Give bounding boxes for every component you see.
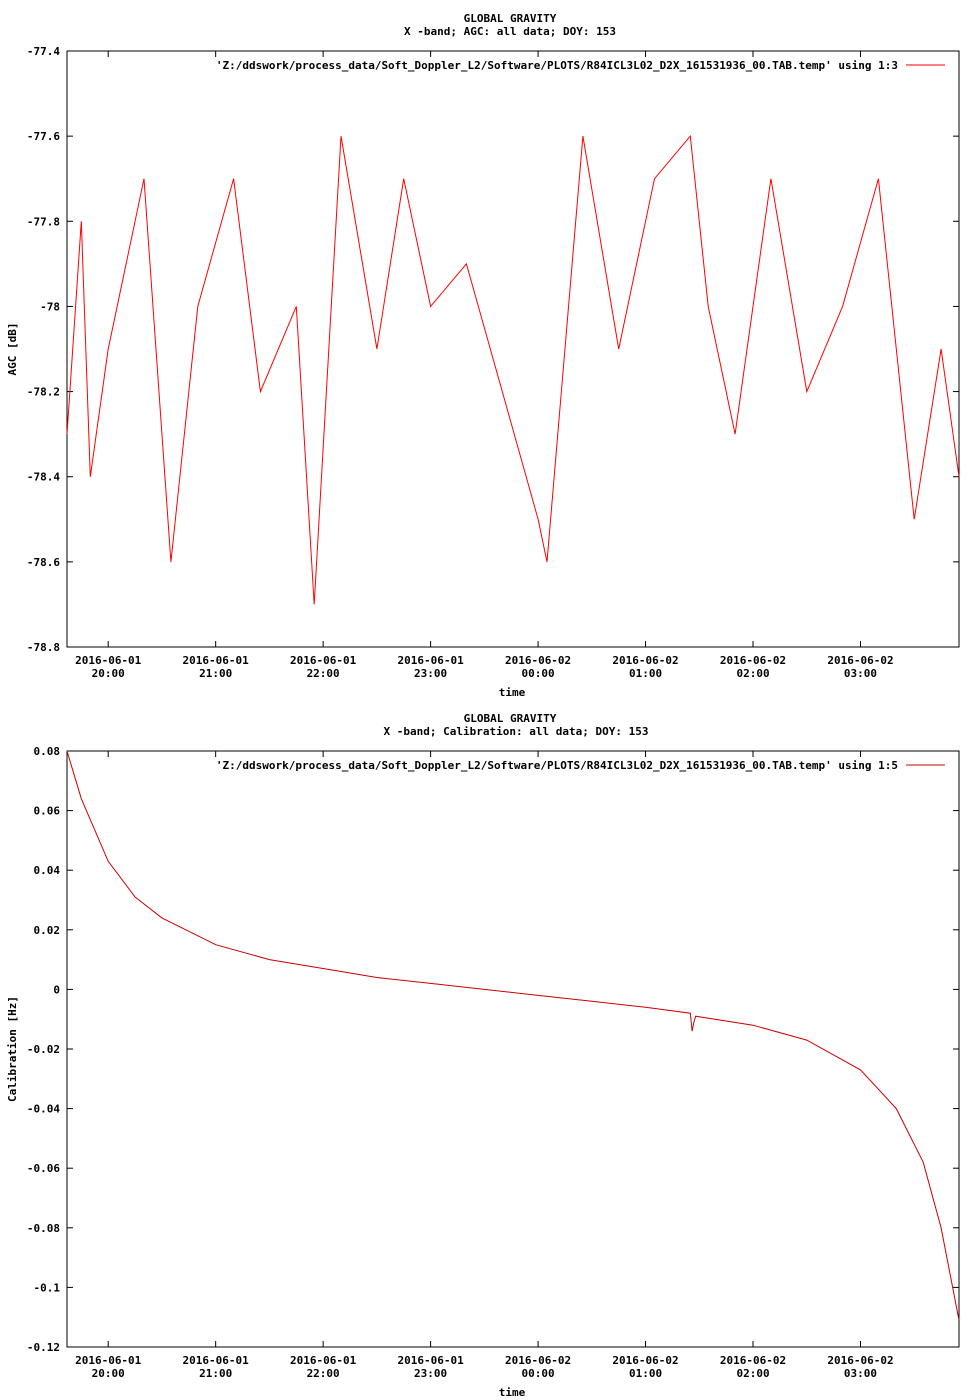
calibration-y-tick-label: 0.08 bbox=[34, 745, 61, 758]
calibration-x-tick-time: 22:00 bbox=[307, 1367, 340, 1380]
calibration-y-tick-label: 0.02 bbox=[34, 924, 61, 937]
agc-series-line bbox=[66, 134, 960, 605]
calibration-x-tick-time: 02:00 bbox=[736, 1367, 769, 1380]
calibration-y-tick-label: 0 bbox=[53, 983, 60, 996]
calibration-x-tick-time: 23:00 bbox=[414, 1367, 447, 1380]
agc-y-tick-label: -78.8 bbox=[27, 641, 60, 654]
agc-y-tick-label: -77.6 bbox=[27, 130, 60, 143]
calibration-chart-subtitle: X -band; Calibration: all data; DOY: 153 bbox=[384, 725, 649, 738]
agc-x-axis-label: time bbox=[499, 686, 526, 699]
calibration-x-tick-date: 2016-06-01 bbox=[397, 1354, 464, 1367]
calibration-x-tick-date: 2016-06-01 bbox=[183, 1354, 250, 1367]
calibration-legend-label: 'Z:/ddswork/process_data/Soft_Doppler_L2… bbox=[216, 759, 898, 772]
agc-x-tick-time: 00:00 bbox=[522, 667, 555, 680]
calibration-x-tick-date: 2016-06-02 bbox=[827, 1354, 893, 1367]
agc-x-tick-date: 2016-06-01 bbox=[290, 654, 357, 667]
agc-y-tick-label: -78 bbox=[40, 300, 60, 313]
calibration-x-tick-time: 03:00 bbox=[844, 1367, 877, 1380]
calibration-x-tick-time: 00:00 bbox=[522, 1367, 555, 1380]
calibration-y-tick-label: -0.04 bbox=[27, 1103, 60, 1116]
agc-y-tick-label: -77.4 bbox=[27, 45, 60, 58]
calibration-x-tick-date: 2016-06-01 bbox=[290, 1354, 357, 1367]
agc-y-tick-label: -78.4 bbox=[27, 471, 60, 484]
calibration-y-axis: 0.08 0.06 0.04 0.02 0 -0.02 -0.04 -0.06 -0.08 -0.… bbox=[27, 745, 959, 1354]
calibration-series bbox=[66, 750, 960, 1321]
agc-x-tick-date: 2016-06-02 bbox=[505, 654, 571, 667]
calibration-y-tick-label: 0.04 bbox=[34, 864, 61, 877]
agc-x-axis: 2016-06-0120:002016-06-0121:002016-06-01… bbox=[75, 51, 894, 680]
calibration-chart-title: GLOBAL GRAVITY bbox=[464, 712, 557, 725]
calibration-y-tick-label: -0.1 bbox=[34, 1281, 61, 1294]
agc-x-tick-date: 2016-06-01 bbox=[183, 654, 250, 667]
agc-x-tick-time: 23:00 bbox=[414, 667, 447, 680]
agc-y-axis: -77.4 -77.6 -77.8 -78 -78.2 -78.4 -78.6 -78.8 bbox=[27, 45, 959, 654]
calibration-x-axis: 2016-06-0120:002016-06-0121:002016-06-01… bbox=[75, 751, 894, 1380]
calibration-y-tick-label: -0.06 bbox=[27, 1162, 60, 1175]
agc-y-tick-label: -77.8 bbox=[27, 215, 60, 228]
agc-x-tick-time: 03:00 bbox=[844, 667, 877, 680]
calibration-series-line bbox=[66, 750, 960, 1321]
agc-y-tick-label: -78.2 bbox=[27, 386, 60, 399]
calibration-y-tick-label: -0.08 bbox=[27, 1222, 60, 1235]
calibration-x-tick-time: 21:00 bbox=[199, 1367, 232, 1380]
agc-y-tick-label: -78.6 bbox=[27, 556, 60, 569]
calibration-x-tick-time: 01:00 bbox=[629, 1367, 662, 1380]
agc-x-tick-time: 20:00 bbox=[92, 667, 125, 680]
agc-chart-title: GLOBAL GRAVITY bbox=[464, 12, 557, 25]
agc-legend-label: 'Z:/ddswork/process_data/Soft_Doppler_L2… bbox=[216, 59, 898, 72]
agc-x-tick-date: 2016-06-01 bbox=[75, 654, 142, 667]
agc-plot-frame bbox=[66, 50, 960, 648]
calibration-x-tick-date: 2016-06-02 bbox=[505, 1354, 571, 1367]
calibration-chart: GLOBAL GRAVITY X -band; Calibration: all… bbox=[6, 712, 960, 1399]
calibration-x-tick-time: 20:00 bbox=[92, 1367, 125, 1380]
agc-x-tick-time: 01:00 bbox=[629, 667, 662, 680]
calibration-y-tick-label: -0.02 bbox=[27, 1043, 60, 1056]
calibration-x-axis-label: time bbox=[499, 1386, 526, 1399]
agc-x-tick-time: 02:00 bbox=[736, 667, 769, 680]
agc-x-tick-date: 2016-06-02 bbox=[612, 654, 678, 667]
agc-series bbox=[66, 134, 960, 605]
agc-x-tick-date: 2016-06-01 bbox=[397, 654, 464, 667]
calibration-y-axis-label: Calibration [Hz] bbox=[6, 996, 19, 1102]
agc-x-tick-time: 21:00 bbox=[199, 667, 232, 680]
agc-x-tick-date: 2016-06-02 bbox=[720, 654, 786, 667]
agc-y-axis-label: AGC [dB] bbox=[6, 323, 19, 376]
agc-x-tick-time: 22:00 bbox=[307, 667, 340, 680]
agc-chart: GLOBAL GRAVITY X -band; AGC: all data; D… bbox=[6, 12, 960, 699]
calibration-x-tick-date: 2016-06-02 bbox=[720, 1354, 786, 1367]
calibration-plot-frame bbox=[66, 750, 960, 1348]
calibration-x-tick-date: 2016-06-01 bbox=[75, 1354, 142, 1367]
calibration-x-tick-date: 2016-06-02 bbox=[612, 1354, 678, 1367]
agc-chart-subtitle: X -band; AGC: all data; DOY: 153 bbox=[404, 25, 616, 38]
calibration-y-tick-label: 0.06 bbox=[34, 805, 61, 818]
agc-x-tick-date: 2016-06-02 bbox=[827, 654, 893, 667]
calibration-y-tick-label: -0.12 bbox=[27, 1341, 60, 1354]
